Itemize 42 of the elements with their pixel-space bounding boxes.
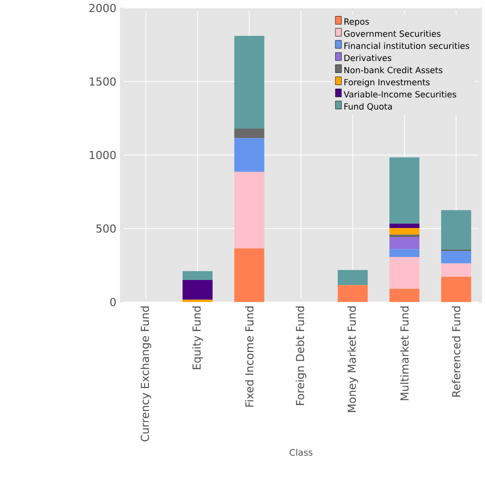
bar bbox=[441, 263, 472, 277]
bar bbox=[389, 228, 420, 235]
y-tick-label: 2000 bbox=[89, 4, 116, 12]
legend-label: Non-bank Credit Assets bbox=[344, 66, 442, 74]
bar bbox=[389, 288, 420, 302]
bar bbox=[234, 172, 264, 248]
bar bbox=[234, 128, 264, 138]
bar bbox=[389, 157, 420, 224]
legend-label: Derivatives bbox=[344, 54, 392, 62]
legend-label: Foreign Investments bbox=[344, 78, 430, 88]
legend-label: Financial institution securities bbox=[344, 42, 470, 49]
bar bbox=[338, 270, 368, 286]
bar bbox=[441, 250, 472, 264]
x-tick-label: Equity Fund bbox=[192, 306, 203, 370]
x-axis-title: Class bbox=[290, 448, 312, 456]
y-tick-label: 1000 bbox=[90, 150, 116, 160]
x-tick-label: Referenced Fund bbox=[452, 306, 460, 397]
bar bbox=[182, 280, 213, 300]
bar bbox=[182, 271, 213, 280]
bar bbox=[234, 138, 264, 172]
legend-label: Fund Quota bbox=[344, 103, 392, 111]
bar bbox=[441, 210, 472, 250]
y-tick-label: 1500 bbox=[90, 77, 116, 86]
legend-label: Government Securities bbox=[344, 30, 440, 37]
legend-label: Repos bbox=[344, 18, 369, 26]
bar bbox=[389, 234, 420, 238]
x-tick-label: Foreign Debt Fund bbox=[296, 306, 306, 405]
bar bbox=[389, 224, 420, 228]
bar bbox=[338, 285, 368, 302]
bar bbox=[389, 249, 420, 258]
x-tick-label: Money Market Fund bbox=[347, 306, 358, 412]
x-tick-label: Multimarket Fund bbox=[400, 306, 409, 400]
legend-label: Variable-Income Securities bbox=[344, 90, 456, 98]
bar bbox=[234, 248, 264, 302]
bar bbox=[389, 257, 420, 289]
bar bbox=[389, 237, 420, 250]
y-tick-label: 0 bbox=[110, 298, 116, 306]
x-tick-label: Fixed Income Fund bbox=[245, 306, 254, 407]
y-tick-label: 500 bbox=[96, 224, 116, 233]
bar bbox=[441, 276, 472, 302]
x-tick-label: Currency Exchange Fund bbox=[140, 306, 152, 442]
bar bbox=[234, 36, 264, 129]
